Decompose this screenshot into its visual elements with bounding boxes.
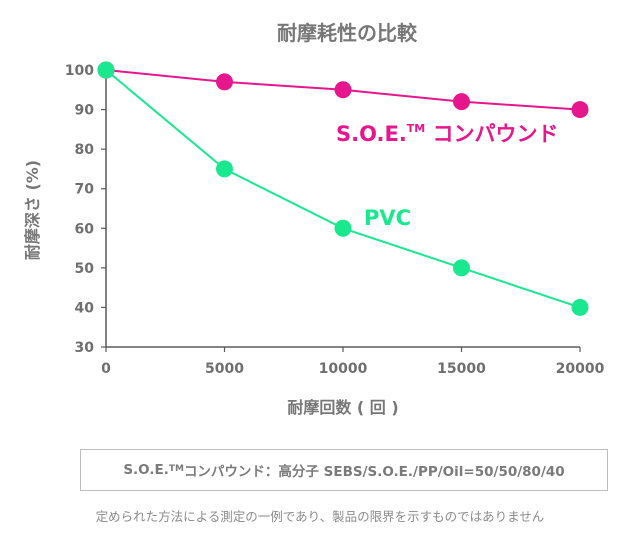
series-label-soe-tm: TM (407, 122, 425, 135)
x-tick-label: 20000 (556, 361, 605, 377)
y-axis-ticks: 30 40 50 60 70 80 90 100 (65, 63, 106, 356)
note-tm: TM (168, 464, 184, 474)
y-tick-label: 30 (75, 340, 95, 356)
data-point-pvc (453, 259, 470, 277)
data-point-soe (216, 73, 233, 91)
chart-title: 耐摩耗性の比較 (277, 21, 418, 45)
compound-note-box: S.O.E. TM コンパウンド：高分子 SEBS/S.O.E./PP/Oil=5… (80, 449, 608, 491)
data-point-pvc (97, 61, 115, 79)
y-tick-label: 90 (75, 103, 95, 119)
y-tick-label: 40 (75, 300, 95, 316)
note-text: コンパウンド：高分子 SEBS/S.O.E./PP/Oil=50/50/80/4… (183, 464, 565, 480)
data-point-pvc (334, 219, 352, 237)
y-tick-label: 50 (75, 261, 95, 277)
data-point-soe (453, 93, 470, 111)
y-axis-label: 耐摩深さ (%) (23, 160, 42, 260)
series-label-soe-main: S.O.E. (336, 122, 407, 146)
x-axis-label: 耐摩回数 ( 回 ) (287, 398, 398, 417)
x-tick-label: 0 (101, 361, 111, 377)
disclaimer-text: 定められた方法による測定の一例であり、製品の限界を示すものではありません (95, 509, 545, 524)
y-tick-label: 100 (65, 63, 94, 79)
y-tick-label: 70 (75, 182, 95, 198)
data-point-pvc (216, 160, 233, 178)
series-layer (97, 61, 589, 316)
data-point-pvc (571, 298, 589, 316)
series-label-soe-suffix: コンパウンド (425, 122, 558, 146)
data-point-soe (571, 101, 589, 119)
y-tick-label: 80 (75, 142, 95, 158)
y-tick-label: 60 (75, 221, 95, 237)
data-point-soe (334, 81, 352, 99)
x-tick-label: 10000 (319, 361, 368, 377)
series-label-soe-compound: S.O.E.TM コンパウンド (336, 122, 559, 146)
x-tick-label: 5000 (205, 361, 244, 377)
x-axis-ticks: 0 5000 10000 15000 20000 (101, 347, 605, 377)
x-tick-label: 15000 (437, 361, 486, 377)
series-label-pvc: PVC (364, 206, 411, 230)
note-prefix: S.O.E. (123, 462, 169, 478)
wear-chart: 耐摩耗性の比較 30 40 50 60 70 80 90 100 0 5000 10000 1500… (23, 21, 605, 417)
